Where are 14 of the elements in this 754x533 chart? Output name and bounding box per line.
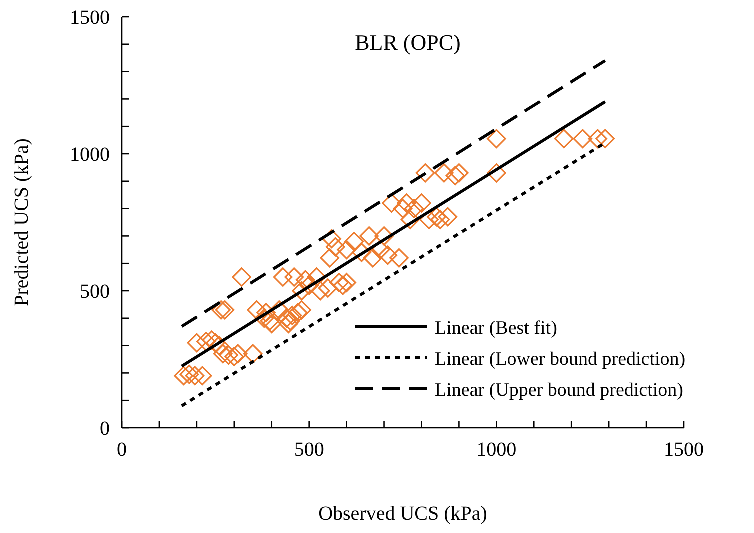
y-tick-label: 500 <box>80 281 110 303</box>
x-tick-label: 500 <box>294 439 324 461</box>
legend-label: Linear (Lower bound prediction) <box>435 349 686 370</box>
text: BLR (OPC) <box>355 30 461 55</box>
y-tick-label: 1000 <box>70 144 110 166</box>
x-axis-title: Observed UCS (kPa) <box>318 503 488 525</box>
legend-label: Linear (Best fit) <box>435 318 558 339</box>
x-tick-label: 1000 <box>476 439 517 461</box>
legend-label: Linear (Upper bound prediction) <box>435 380 684 401</box>
y-axis-title: Predicted UCS (kPa) <box>11 138 33 306</box>
x-tick-label: 1500 <box>664 439 704 461</box>
x-tick-label: 0 <box>117 439 127 461</box>
y-tick-label: 1500 <box>70 7 110 29</box>
y-tick-label: 0 <box>100 418 110 440</box>
